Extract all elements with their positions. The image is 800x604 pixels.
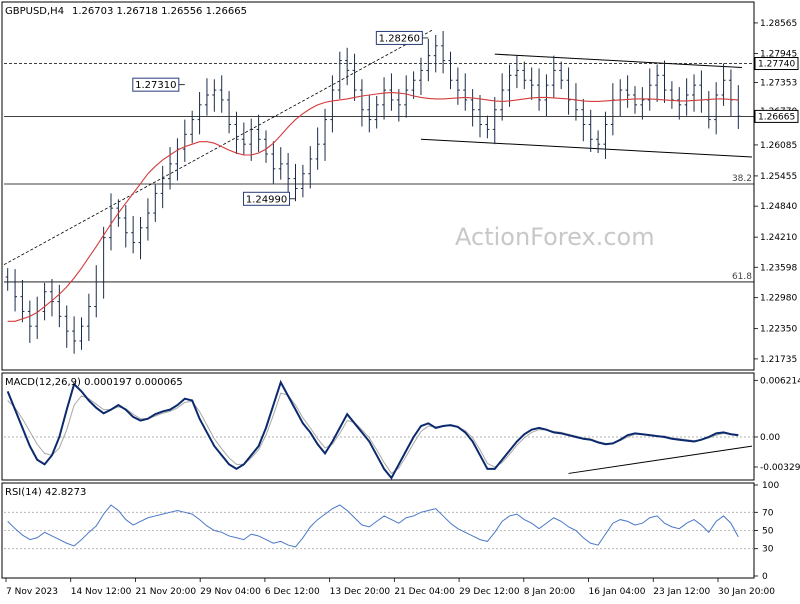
rsi-tick-label: 30 (762, 545, 774, 555)
price-tag-box (754, 109, 799, 123)
trendline-upper (494, 53, 743, 68)
macd-line (6, 379, 739, 480)
rsi-tick-label: 100 (762, 481, 779, 491)
callout-label: 1.28260 (379, 33, 420, 44)
callout-box (375, 30, 423, 45)
macd-panel-frame (1, 372, 755, 481)
x-tick-label: 8 Jan 20:00 (524, 587, 576, 597)
callout-label: 1.24990 (246, 194, 287, 205)
rsi-tick-label: 70 (762, 508, 774, 518)
macd-tick-label: -0.003292 (760, 463, 800, 473)
price-tick-label: 1.27353 (760, 79, 797, 89)
rsi-tick-label: 50 (762, 527, 774, 537)
x-tick-label: 16 Jan 04:00 (589, 587, 646, 597)
macd-trendline (568, 445, 753, 474)
price-tick-label: 1.24840 (760, 202, 797, 212)
x-tick-label: 7 Nov 2023 (6, 587, 58, 597)
price-tag-label: 1.27740 (758, 60, 795, 70)
callout-label: 1.27310 (135, 80, 176, 91)
x-tick-label: 23 Jan 12:00 (653, 587, 710, 597)
price-tick-label: 1.22350 (760, 325, 797, 335)
rsi-title: RSI(14) 42.8273 (5, 487, 86, 498)
price-panel-frame (1, 1, 755, 371)
price-tick-label: 1.23598 (760, 263, 797, 273)
x-tick-label: 13 Dec 20:00 (330, 587, 391, 597)
x-tick-label: 29 Nov 04:00 (200, 587, 261, 597)
x-axis: 7 Nov 2023 14 Nov 12:00 21 Nov 20:00 29 Nov… (5, 578, 775, 597)
header-symbol: GBPUSD,H4 (5, 6, 64, 17)
price-tick-label: 1.26085 (760, 141, 797, 151)
price-tick-label: 1.24210 (760, 233, 797, 243)
price-tick-label: 1.22980 (760, 294, 797, 304)
price-tag-label: 1.26665 (758, 112, 795, 122)
moving-average-line (7, 91, 739, 322)
price-tag-box (754, 57, 799, 71)
macd-tick-label: 0.00 (760, 433, 780, 443)
rsi-tick-label: 0 (762, 572, 768, 582)
fib-label: 61.8 (732, 272, 752, 282)
callout-box (243, 191, 291, 206)
price-tick-label: 1.27945 (760, 49, 797, 59)
x-tick-label: 14 Nov 12:00 (71, 587, 132, 597)
trendline-lower (420, 138, 753, 158)
macd-panel: 0.006214 0.00 -0.003292 (4, 376, 800, 480)
price-tick-label: 1.25455 (760, 172, 797, 182)
x-tick-label: 29 Dec 12:00 (459, 587, 520, 597)
rsi-line (7, 504, 739, 548)
trendline-rising (3, 29, 433, 266)
price-tick-label: 1.28565 (760, 19, 797, 29)
price-panel: 38.2 61.8 1.28260 1.27310 1.24990 1.28565 1.27… (3, 19, 799, 365)
callout-box (132, 77, 180, 92)
x-tick-label: 21 Dec 04:00 (394, 587, 455, 597)
macd-title: MACD(12,26,9) 0.000197 0.000065 (5, 377, 183, 388)
x-tick-label: 30 Jan 20:00 (718, 587, 775, 597)
x-tick-label: 21 Nov 20:00 (135, 587, 196, 597)
fib-label: 38.2 (732, 174, 752, 184)
x-tick-label: 6 Dec 12:00 (265, 587, 320, 597)
price-tick-label: 1.21735 (760, 355, 797, 365)
rsi-panel: 100 70 50 30 0 (4, 481, 779, 582)
watermark: ActionForex.com (455, 223, 655, 251)
header-ohlc: 1.26703 1.26718 1.26556 1.26665 (72, 6, 247, 17)
macd-tick-label: 0.006214 (760, 376, 800, 386)
